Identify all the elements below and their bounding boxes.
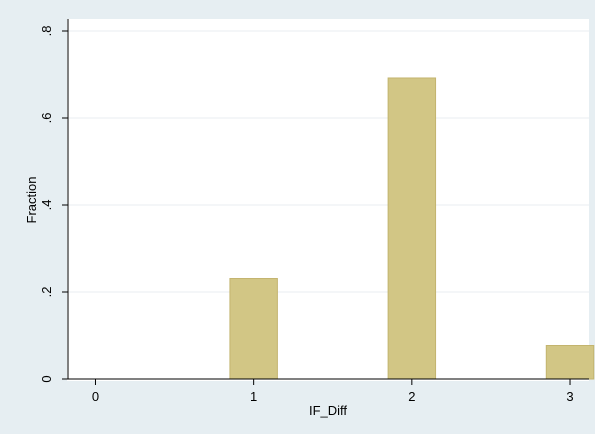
- tick-labels: 0 .2 .4 .6 .8 0 1 2 3: [39, 26, 574, 404]
- x-tick-label: 0: [92, 389, 99, 404]
- y-tick-label: 0: [39, 375, 54, 382]
- y-tick-label: .8: [39, 26, 54, 37]
- bar: [545, 345, 595, 380]
- bar: [387, 77, 437, 380]
- axes: [62, 19, 589, 385]
- gridlines: [68, 30, 589, 293]
- bar: [229, 278, 278, 380]
- y-tick-label: .2: [39, 287, 54, 298]
- x-tick-label: 3: [566, 389, 573, 404]
- y-axis-label: Fraction: [24, 177, 39, 224]
- plot-background: [67, 19, 589, 381]
- y-tick-label: .6: [39, 113, 54, 124]
- x-tick-label: 2: [408, 389, 415, 404]
- y-tick-label: .4: [39, 200, 54, 211]
- x-axis-label: IF_Diff: [309, 403, 347, 418]
- x-tick-label: 1: [250, 389, 257, 404]
